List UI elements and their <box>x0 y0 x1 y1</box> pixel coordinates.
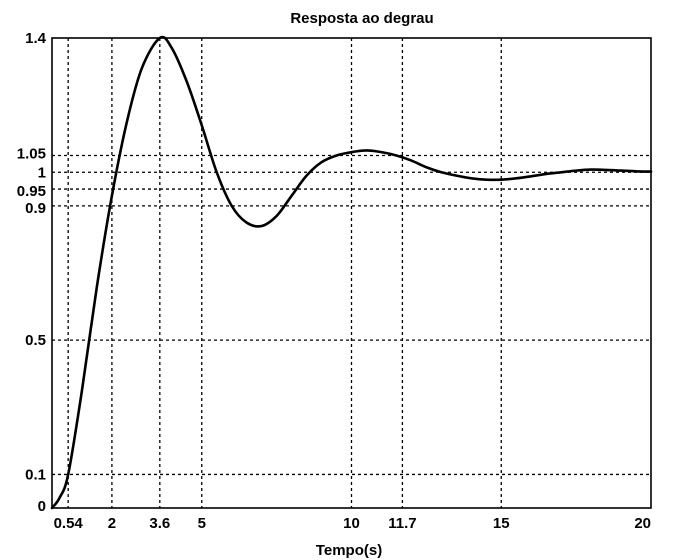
grid-lines <box>52 38 651 508</box>
y-tick-label: 0.1 <box>25 466 46 483</box>
x-tick-label: 3.6 <box>149 515 170 532</box>
x-tick-label: 10 <box>343 515 360 532</box>
x-tick-label: 11.7 <box>388 515 416 532</box>
x-tick-label: 5 <box>198 515 206 532</box>
y-tick-label: 1 <box>38 164 46 181</box>
y-tick-labels: 0 0.1 0.5 0.90.95 11.05 1.4 <box>17 30 47 515</box>
y-tick-label: 0.5 <box>25 332 46 349</box>
plot-frame <box>51 37 652 509</box>
y-tick-label: 1.4 <box>25 30 47 47</box>
x-axis-label: Tempo(s) <box>316 542 382 559</box>
x-tick-label: 0.54 <box>54 515 84 532</box>
y-tick-label: 0 <box>38 498 46 515</box>
y-tick-label: 1.05 <box>17 146 46 163</box>
x-tick-label: 2 <box>108 515 116 532</box>
y-tick-label: 0.9 <box>25 200 46 217</box>
x-tick-label: 15 <box>493 515 510 532</box>
y-tick-label: 0.95 <box>17 183 46 200</box>
step-response-curve <box>50 35 653 510</box>
chart-title: Resposta ao degrau <box>290 10 433 27</box>
x-tick-labels: 0.54 2 3.6 5 10 11.7 15 20 <box>54 515 651 532</box>
x-tick-label: 20 <box>634 515 651 532</box>
